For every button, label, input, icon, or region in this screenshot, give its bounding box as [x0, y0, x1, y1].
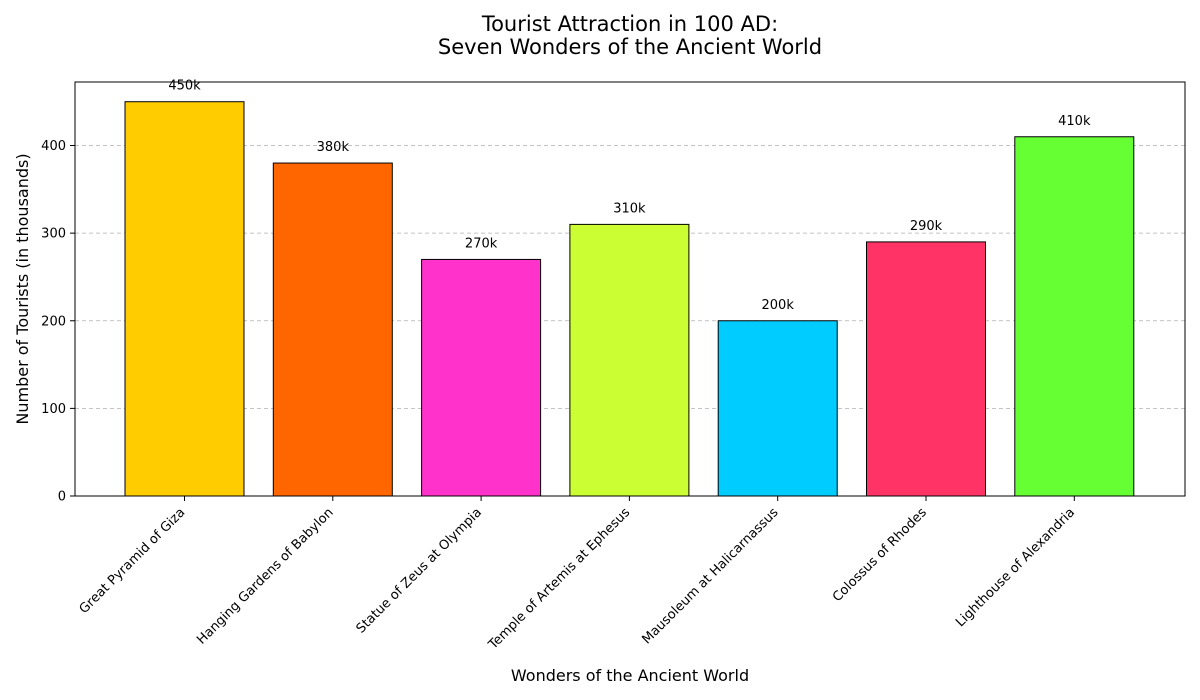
- x-tick-label: Lighthouse of Alexandria: [953, 505, 1078, 630]
- y-tick-label: 200: [41, 314, 66, 329]
- x-tick-label: Mausoleum at Halicarnassus: [639, 505, 781, 647]
- x-tick-label: Temple of Artemis at Ephesus: [485, 505, 633, 653]
- data-label: 380k: [317, 140, 350, 155]
- y-tick-label: 0: [58, 490, 66, 505]
- y-tick-label: 400: [41, 139, 66, 154]
- bar: [124, 101, 245, 497]
- x-tick-label: Hanging Gardens of Babylon: [194, 505, 336, 647]
- y-axis-label: Number of Tourists (in thousands): [13, 153, 32, 424]
- x-axis: Great Pyramid of Giza Hanging Gardens of …: [77, 496, 1078, 653]
- y-axis: 0 100 200 300 400: [41, 139, 75, 505]
- bar: [569, 223, 690, 497]
- x-tick-label: Statue of Zeus at Olympia: [354, 505, 485, 636]
- bar: [272, 162, 393, 497]
- chart-subtitle: Seven Wonders of the Ancient World: [438, 35, 822, 59]
- plot-frame: [74, 81, 1186, 497]
- data-label: 270k: [465, 236, 498, 251]
- chart-title: Tourist Attraction in 100 AD:: [481, 12, 778, 36]
- data-label: 290k: [910, 219, 943, 234]
- data-label: 450k: [168, 79, 201, 94]
- bars: 450k 380k 270k 310k 200k 290k 410k: [124, 79, 1135, 497]
- x-tick-label: Colossus of Rhodes: [830, 505, 930, 605]
- bar: [1014, 136, 1135, 497]
- y-tick-label: 100: [41, 402, 66, 417]
- data-label: 200k: [762, 298, 795, 313]
- bar: [717, 320, 838, 497]
- bar: [866, 241, 986, 497]
- x-tick-label: Great Pyramid of Giza: [77, 505, 189, 617]
- x-axis-label: Wonders of the Ancient World: [511, 666, 749, 685]
- data-label: 310k: [613, 201, 646, 216]
- bar: [421, 258, 542, 497]
- data-label: 410k: [1058, 114, 1091, 129]
- y-tick-label: 300: [41, 227, 66, 242]
